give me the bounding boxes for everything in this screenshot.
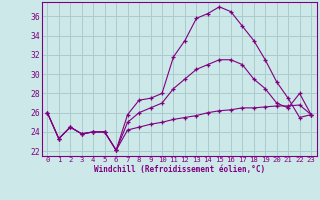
X-axis label: Windchill (Refroidissement éolien,°C): Windchill (Refroidissement éolien,°C) <box>94 165 265 174</box>
